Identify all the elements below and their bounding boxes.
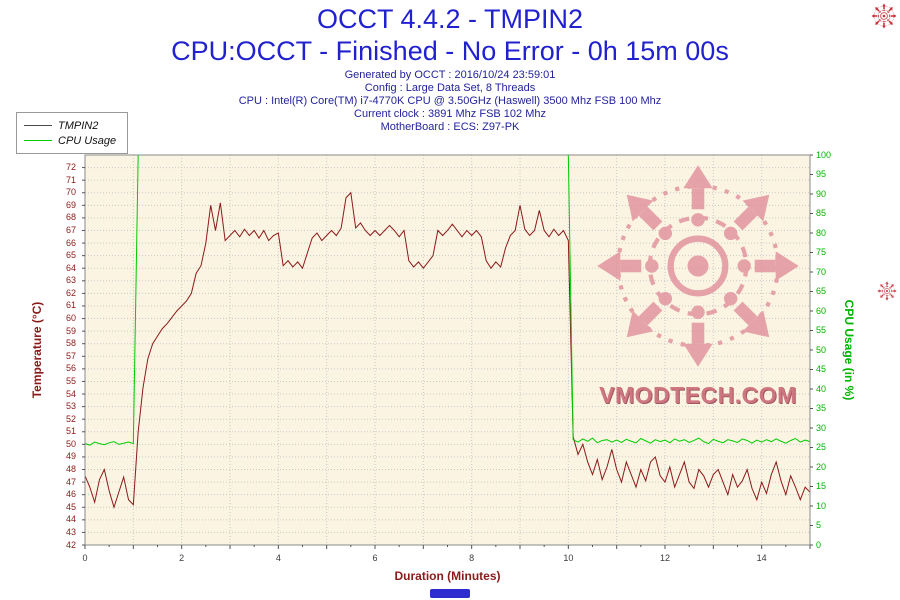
temp-tick-label: 66 xyxy=(65,237,76,248)
x-tick-label: 10 xyxy=(563,553,574,563)
info-line-clock: Current clock : 3891 Mhz FSB 102 Mhz xyxy=(354,108,546,120)
temp-tick-label: 47 xyxy=(65,476,76,487)
temp-tick-label: 61 xyxy=(65,300,76,311)
cpu-usage-line-swatch xyxy=(24,140,52,141)
x-tick-label: 0 xyxy=(82,553,88,563)
cpu-tick-label: 60 xyxy=(816,305,827,316)
x-tick-label: 12 xyxy=(659,553,670,563)
cpu-tick-label: 0 xyxy=(816,539,822,550)
cpu-tick-label: 70 xyxy=(816,266,827,277)
info-line-cpu: CPU : Intel(R) Core(TM) i7-4770K CPU @ 3… xyxy=(238,95,662,107)
temp-tick-label: 57 xyxy=(65,350,76,361)
temp-tick-label: 46 xyxy=(65,489,76,500)
temp-tick-label: 58 xyxy=(65,338,76,349)
temp-tick-label: 42 xyxy=(65,539,76,550)
cpu-tick-label: 40 xyxy=(816,383,827,394)
report-subtitle: CPU:OCCT - Finished - No Error - 0h 15m … xyxy=(171,36,729,66)
temp-tick-label: 72 xyxy=(65,162,76,173)
temp-tick-label: 62 xyxy=(65,287,76,298)
temp-tick-label: 48 xyxy=(65,464,76,475)
cpu-tick-label: 50 xyxy=(816,344,827,355)
temp-tick-label: 60 xyxy=(65,313,76,324)
x-tick-label: 2 xyxy=(179,553,185,563)
cpu-tick-label: 90 xyxy=(816,188,827,199)
cpu-tick-label: 80 xyxy=(816,227,827,238)
temp-tick-label: 43 xyxy=(65,526,76,537)
temp-tick-label: 52 xyxy=(65,413,76,424)
cpu-tick-label: 20 xyxy=(816,461,827,472)
grid xyxy=(85,155,810,545)
x-tick-label: 4 xyxy=(275,553,281,563)
tmpin2-line-swatch xyxy=(24,125,52,126)
legend-item-cpu-usage: CPU Usage xyxy=(24,133,120,148)
cpu-tick-label: 100 xyxy=(816,149,832,160)
temp-tick-label: 49 xyxy=(65,451,76,462)
temp-tick-label: 71 xyxy=(65,174,76,185)
temp-tick-label: 68 xyxy=(65,212,76,223)
temp-tick-label: 67 xyxy=(65,224,76,235)
x-axis-title: Duration (Minutes) xyxy=(394,569,501,583)
bottom-logo-fragment xyxy=(430,589,470,598)
legend-label-tmpin2: TMPIN2 xyxy=(58,119,99,132)
plot-bg xyxy=(85,155,810,545)
temp-tick-label: 65 xyxy=(65,250,76,261)
plot xyxy=(82,154,813,549)
cpu-tick-label: 55 xyxy=(816,325,827,335)
info-line-motherboard: MotherBoard : ECS: Z97-PK xyxy=(380,121,520,133)
temp-tick-label: 54 xyxy=(65,388,76,399)
x-tick-label: 6 xyxy=(372,553,378,563)
temp-tick-label: 64 xyxy=(65,262,76,273)
right-axis-title: CPU Usage (in %) xyxy=(842,299,856,401)
info-line-config: Config : Large Data Set, 8 Threads xyxy=(364,82,536,94)
temp-tick-label: 63 xyxy=(65,275,76,286)
series-line-tmpin2 xyxy=(84,191,811,509)
temp-tick-label: 53 xyxy=(65,401,76,412)
cpu-tick-label: 95 xyxy=(816,169,827,179)
legend-label-cpu-usage: CPU Usage xyxy=(58,134,117,147)
temp-tick-label: 55 xyxy=(65,375,76,386)
cpu-tick-label: 65 xyxy=(816,286,827,296)
cpu-tick-label: 35 xyxy=(816,403,827,413)
cpu-tick-label: 5 xyxy=(816,520,822,530)
cpu-tick-label: 85 xyxy=(816,208,827,218)
temp-tick-label: 51 xyxy=(65,426,76,437)
left-axis-title: Temperature (°C) xyxy=(30,301,44,399)
temp-tick-label: 50 xyxy=(65,438,76,449)
cpu-tick-label: 30 xyxy=(816,422,827,433)
info-line-generated: Generated by OCCT : 2016/10/24 23:59:01 xyxy=(344,69,556,81)
x-tick-label: 8 xyxy=(469,553,475,563)
chart-legend: TMPIN2 CPU Usage xyxy=(16,112,128,154)
cpu-tick-label: 75 xyxy=(816,247,827,257)
report-title: OCCT 4.4.2 - TMPIN2 xyxy=(316,4,584,34)
temp-tick-label: 70 xyxy=(65,187,76,198)
axis-ticks xyxy=(82,154,813,549)
temp-tick-label: 69 xyxy=(65,199,76,210)
cpu-tick-label: 10 xyxy=(816,500,827,511)
temp-tick-label: 56 xyxy=(65,363,76,374)
cpu-tick-label: 25 xyxy=(816,442,827,452)
cpu-tick-label: 15 xyxy=(816,481,827,491)
temp-tick-label: 59 xyxy=(65,325,76,336)
temp-tick-label: 45 xyxy=(65,501,76,512)
x-tick-label: 14 xyxy=(756,553,767,563)
legend-item-tmpin2: TMPIN2 xyxy=(24,118,120,133)
report-info: Generated by OCCT : 2016/10/24 23:59:01 … xyxy=(0,69,900,134)
cpu-tick-label: 45 xyxy=(816,364,827,374)
temp-tick-label: 44 xyxy=(65,514,76,525)
